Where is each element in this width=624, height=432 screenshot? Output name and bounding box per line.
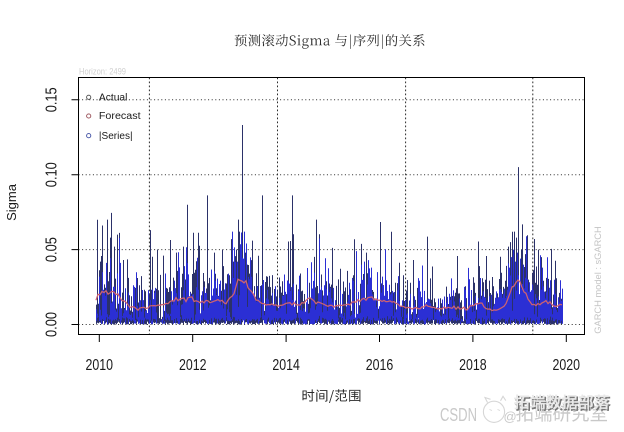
svg-text:2010: 2010 bbox=[86, 357, 114, 374]
svg-text:@: @ bbox=[504, 409, 517, 424]
svg-text:|Series|: |Series| bbox=[99, 131, 133, 142]
svg-text:Actual: Actual bbox=[99, 93, 128, 104]
svg-text:2020: 2020 bbox=[553, 357, 581, 374]
svg-text:2016: 2016 bbox=[366, 357, 394, 374]
svg-text:0.00: 0.00 bbox=[44, 312, 61, 337]
svg-text:0.05: 0.05 bbox=[44, 237, 61, 262]
svg-text:CSDN: CSDN bbox=[440, 405, 477, 425]
svg-text:2014: 2014 bbox=[272, 357, 300, 374]
svg-text:0.15: 0.15 bbox=[44, 87, 61, 112]
svg-text:GARCH model : sGARCH: GARCH model : sGARCH bbox=[593, 226, 603, 333]
svg-text:Sigma: Sigma bbox=[4, 183, 19, 221]
svg-text:Horizon: 2499: Horizon: 2499 bbox=[79, 66, 126, 76]
svg-text:2018: 2018 bbox=[459, 357, 487, 374]
svg-text:Forecast: Forecast bbox=[99, 111, 141, 122]
svg-text:0.10: 0.10 bbox=[44, 162, 61, 187]
svg-text:2012: 2012 bbox=[179, 357, 207, 374]
